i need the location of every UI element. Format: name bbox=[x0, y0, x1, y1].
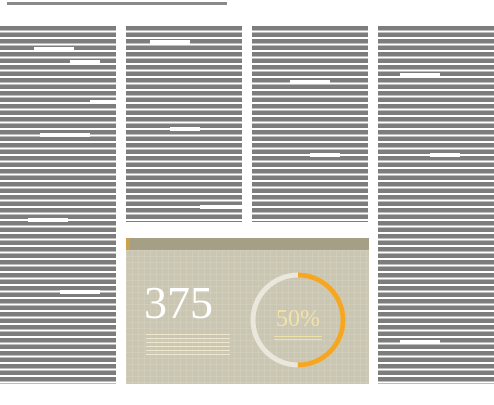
paragraph-break bbox=[400, 340, 440, 344]
infographic-header-bar bbox=[126, 238, 369, 250]
paragraph-break bbox=[290, 80, 330, 84]
paragraph-break bbox=[150, 40, 190, 44]
paragraph-break bbox=[90, 100, 116, 104]
paragraph-break bbox=[34, 47, 74, 51]
count-caption-lines bbox=[146, 334, 230, 356]
text-column-4 bbox=[378, 26, 494, 384]
headline-bar bbox=[7, 2, 227, 5]
paragraph-break bbox=[310, 153, 340, 157]
count-value: 375 bbox=[144, 277, 213, 328]
percent-caption-lines bbox=[274, 336, 322, 342]
paragraph-break bbox=[60, 290, 100, 294]
paragraph-break bbox=[430, 153, 460, 157]
text-column-1 bbox=[0, 26, 116, 384]
progress-ring-fill bbox=[250, 272, 346, 368]
progress-ring bbox=[250, 272, 346, 368]
text-column-2 bbox=[126, 26, 242, 222]
text-column-3 bbox=[252, 26, 368, 222]
paragraph-break bbox=[200, 205, 242, 209]
percent-label: 50% bbox=[276, 306, 320, 332]
paragraph-break bbox=[70, 60, 100, 64]
infographic-header-accent bbox=[126, 238, 130, 250]
paragraph-break bbox=[170, 127, 200, 131]
infographic-panel: 375 50% bbox=[126, 238, 369, 384]
paragraph-break bbox=[28, 218, 68, 222]
paragraph-break bbox=[400, 73, 440, 77]
paragraph-break bbox=[40, 133, 90, 137]
